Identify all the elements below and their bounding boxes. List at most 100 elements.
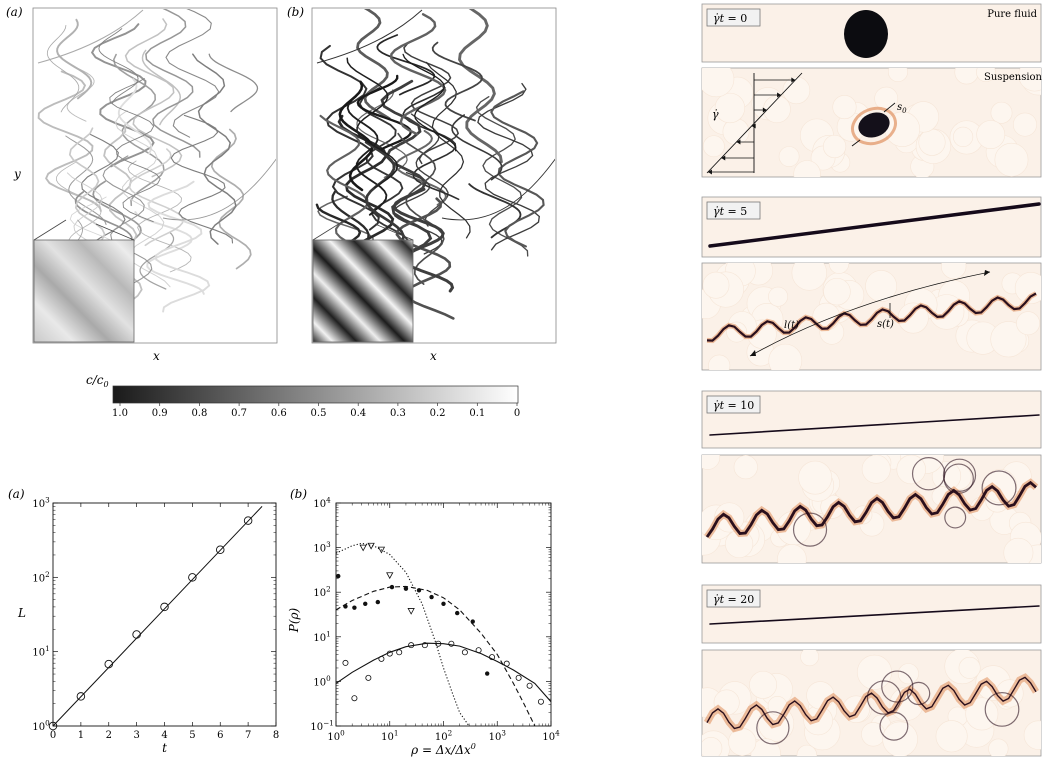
mixing-strand <box>458 9 503 164</box>
chart-a-ytick-label: 100 <box>32 719 50 734</box>
dye-loop <box>792 512 828 547</box>
chart-a-ylabel: L <box>17 606 26 620</box>
dye-strand <box>705 480 1037 538</box>
shear-arrowhead <box>751 123 756 129</box>
chart-b-point-circle <box>515 674 522 681</box>
particle <box>702 135 725 158</box>
shear-arrowhead <box>721 155 726 161</box>
inset-b-pointer <box>312 219 346 241</box>
chart-b-point-dot <box>455 610 460 616</box>
chart-a-xtick-label: 2 <box>106 730 112 741</box>
mixing-strand <box>128 148 184 247</box>
particle <box>988 738 1009 756</box>
mixing-strand <box>376 34 436 96</box>
chart-b-point-dot <box>416 588 422 593</box>
chart-b-point-triangle <box>359 544 367 552</box>
mixing-strand <box>380 79 433 272</box>
chart-b-xlabel: ρ = Δx/Δx0 <box>410 742 476 757</box>
chart-b-point-circle <box>448 640 455 647</box>
dye-loop <box>944 506 967 529</box>
chart-b-fit-solid <box>336 642 551 703</box>
particle <box>793 160 821 177</box>
particle <box>750 738 781 756</box>
mixing-strand <box>356 89 408 179</box>
particle <box>990 101 1013 124</box>
particle <box>823 277 851 306</box>
chart-b: 100 101 102 103 10410−1100101102103104P(ρ)ρ … <box>287 496 560 758</box>
mixing-strand <box>319 44 380 231</box>
chart-b-ylabel: P(ρ) <box>287 607 301 633</box>
chart-b-label: (b) <box>290 487 307 501</box>
shear-rate-label: γ̇ <box>712 108 719 121</box>
particle <box>1023 720 1041 750</box>
suspension-label: Suspension <box>984 72 1043 83</box>
particle <box>953 126 974 147</box>
mixing-strand <box>102 155 153 305</box>
chart-b-point-circle <box>386 650 393 657</box>
mixing-strands-a <box>37 9 276 332</box>
mixing-strand <box>468 183 522 239</box>
mixing-strand <box>392 187 455 293</box>
mixing-strand <box>402 53 457 152</box>
chart-b-point-circle <box>475 647 482 654</box>
particle <box>1018 68 1041 92</box>
inset-a-pointer <box>33 219 67 241</box>
chart-a-fit-line <box>52 506 263 727</box>
particle <box>874 86 899 111</box>
experiment-panels: γ̇t = 0 Pure fluid Suspension γ̇ s0 γ̇t = 5 l(… <box>701 3 1043 757</box>
particle <box>749 670 778 699</box>
mixing-strand <box>66 65 95 122</box>
particle <box>777 544 807 563</box>
colorbar-tick-label: 0.1 <box>469 408 485 419</box>
chart-b-point-dot <box>375 599 381 605</box>
particle <box>861 722 886 747</box>
mixing-strand <box>141 49 182 126</box>
chart-b-ytick-label: 103 <box>313 540 331 555</box>
chart-b-point-circle <box>489 654 496 661</box>
chart-b-point-circle <box>365 674 372 681</box>
mixing-strand <box>109 78 161 223</box>
chart-b-point-dot <box>470 619 475 624</box>
chart-b-point-dot <box>343 604 348 609</box>
colorbar-tick-label: 0.3 <box>390 408 406 419</box>
l-t-label: l(t) <box>784 320 799 331</box>
mixing-strand <box>55 161 102 252</box>
chart-b-point-circle <box>537 698 544 705</box>
colorbar-tick-label: 0 <box>514 408 520 419</box>
mixing-strand <box>431 41 483 122</box>
particle <box>965 697 999 731</box>
particle <box>1012 112 1037 137</box>
x-axis-label-b: x <box>430 349 437 363</box>
mixing-strand <box>127 160 192 273</box>
chart-a-xtick-label: 4 <box>161 730 167 741</box>
chart-a-ytick-label: 102 <box>32 570 49 585</box>
mixing-strand <box>37 9 144 64</box>
mixing-strand <box>145 9 201 158</box>
particle <box>935 720 968 753</box>
particle <box>796 744 818 756</box>
x-axis-label-a: x <box>153 349 160 363</box>
chart-b-xtick-label: 100 <box>327 729 345 744</box>
dye-loop <box>756 711 790 745</box>
chart-b-xtick-label: 104 <box>542 729 560 744</box>
l-t-arc <box>749 271 991 357</box>
chart-a-xtick-label: 5 <box>189 730 195 741</box>
particle <box>976 68 996 83</box>
chart-a-xtick-label: 3 <box>133 730 139 741</box>
time-label: γ̇t = 20 <box>713 593 754 606</box>
particle <box>725 529 754 559</box>
shear-arrowhead <box>791 77 796 83</box>
shear-profile-line <box>706 72 803 174</box>
colorbar-tick-label: 0.8 <box>191 408 207 419</box>
inset-a <box>33 239 135 343</box>
chart-a-xtick-label: 6 <box>217 730 223 741</box>
chart-a-point <box>104 659 113 669</box>
s0-arrow-2 <box>851 139 861 147</box>
chart-b-point-dot <box>363 601 368 606</box>
colorbar-tick-label: 0.7 <box>231 408 247 419</box>
time-label-box <box>706 201 761 220</box>
shear-arrowhead <box>736 139 741 145</box>
dye-halo <box>851 106 897 146</box>
mixing-strand <box>390 13 447 136</box>
dye-blob-suspension <box>858 112 890 138</box>
